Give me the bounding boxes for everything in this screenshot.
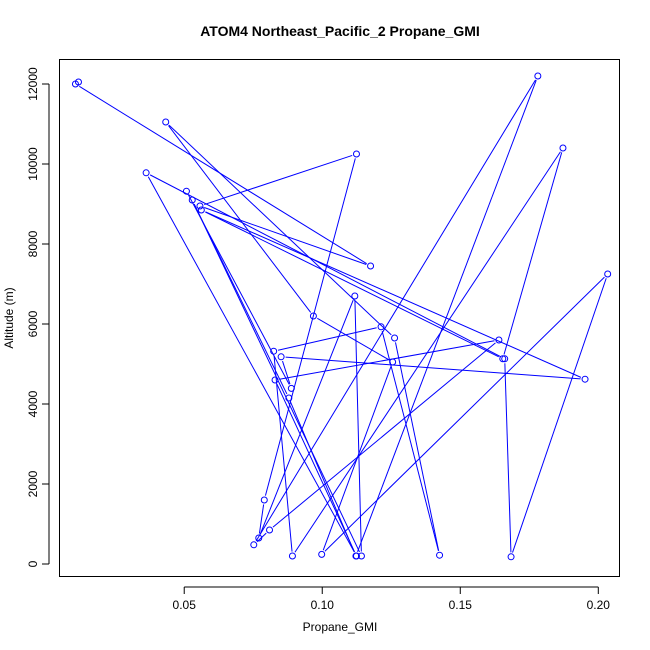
data-series — [71, 72, 612, 561]
series-line-segment — [294, 151, 561, 553]
y-tick-label: 10000 — [26, 147, 40, 181]
data-point — [391, 334, 399, 342]
data-point — [188, 196, 196, 204]
series-line-segment — [285, 356, 581, 380]
series-line-segment — [168, 125, 312, 313]
series-line-segment — [290, 401, 355, 553]
series-line-segment — [504, 363, 512, 553]
series-line-segment — [276, 383, 356, 553]
series-line-segment — [255, 79, 536, 542]
data-point — [495, 336, 503, 344]
data-point — [142, 169, 150, 177]
data-point — [260, 496, 268, 504]
x-tick-label: 0.10 — [311, 598, 335, 612]
data-point — [287, 384, 295, 392]
data-point — [351, 292, 359, 300]
x-tick-label: 0.15 — [449, 598, 473, 612]
data-point — [71, 80, 79, 88]
series-line-segment — [258, 504, 265, 534]
series-line-segment — [147, 176, 355, 553]
data-point — [352, 552, 360, 560]
data-point — [197, 206, 205, 214]
series-line-segment — [277, 327, 377, 351]
series-line-segment — [503, 152, 563, 355]
data-point — [271, 376, 279, 384]
series-line-segment — [204, 154, 353, 206]
data-point — [604, 270, 612, 278]
series-line-segment — [282, 360, 291, 385]
y-tick-label: 6000 — [26, 310, 40, 337]
data-point — [389, 358, 397, 366]
series-line-segment — [205, 211, 499, 358]
data-point — [182, 187, 190, 195]
data-point — [436, 551, 444, 559]
series-line-segment — [205, 211, 582, 378]
x-axis: 0.05 0.10 0.15 0.20 — [173, 586, 611, 612]
data-point — [270, 347, 278, 355]
data-point — [250, 541, 258, 549]
x-axis-label: Propane_GMI — [303, 620, 378, 634]
data-point — [581, 375, 589, 383]
y-tick-label: 12000 — [26, 67, 40, 101]
data-point — [559, 144, 567, 152]
data-point — [507, 553, 515, 561]
series-line-segment — [264, 158, 356, 496]
data-point — [288, 552, 296, 560]
data-point — [266, 526, 274, 534]
series-line-segment — [272, 342, 496, 528]
x-tick-label: 0.05 — [173, 598, 197, 612]
plot-area — [59, 59, 620, 577]
data-point — [377, 323, 385, 331]
y-tick-label: 0 — [26, 560, 40, 567]
data-point — [196, 202, 204, 210]
series-line-segment — [381, 331, 439, 551]
series-line-segment — [279, 340, 495, 380]
series-line-segment — [79, 85, 367, 265]
y-tick-label: 4000 — [26, 390, 40, 417]
series-line-segment — [317, 317, 389, 361]
series-line-segment — [149, 174, 501, 358]
data-point — [318, 550, 326, 558]
data-point — [277, 353, 285, 361]
chart-title: ATOM4 Northeast_Pacific_2 Propane_GMI — [200, 23, 480, 39]
series-line-segment — [394, 342, 440, 551]
data-point — [255, 534, 263, 542]
data-point — [367, 262, 375, 270]
data-point — [162, 118, 170, 126]
y-axis: 0 2000 4000 6000 8000 10000 12000 — [26, 67, 50, 567]
series-line-segment — [259, 299, 354, 535]
data-point — [534, 72, 542, 80]
series-line-segment — [354, 300, 362, 552]
data-point — [499, 355, 507, 363]
y-tick-label: 8000 — [26, 230, 40, 257]
data-point — [352, 150, 360, 158]
x-tick-label: 0.20 — [587, 598, 611, 612]
series-line-segment — [512, 278, 607, 553]
y-tick-label: 2000 — [26, 470, 40, 497]
data-point — [285, 394, 293, 402]
series-line-segment — [273, 355, 293, 552]
y-axis-label: Altitude (m) — [2, 287, 16, 348]
series-line-segment — [168, 124, 392, 336]
series-line-segment — [357, 80, 537, 552]
data-point — [501, 355, 509, 363]
series-line-segment — [324, 276, 605, 552]
data-point — [309, 312, 317, 320]
series-line-segment — [188, 194, 290, 385]
